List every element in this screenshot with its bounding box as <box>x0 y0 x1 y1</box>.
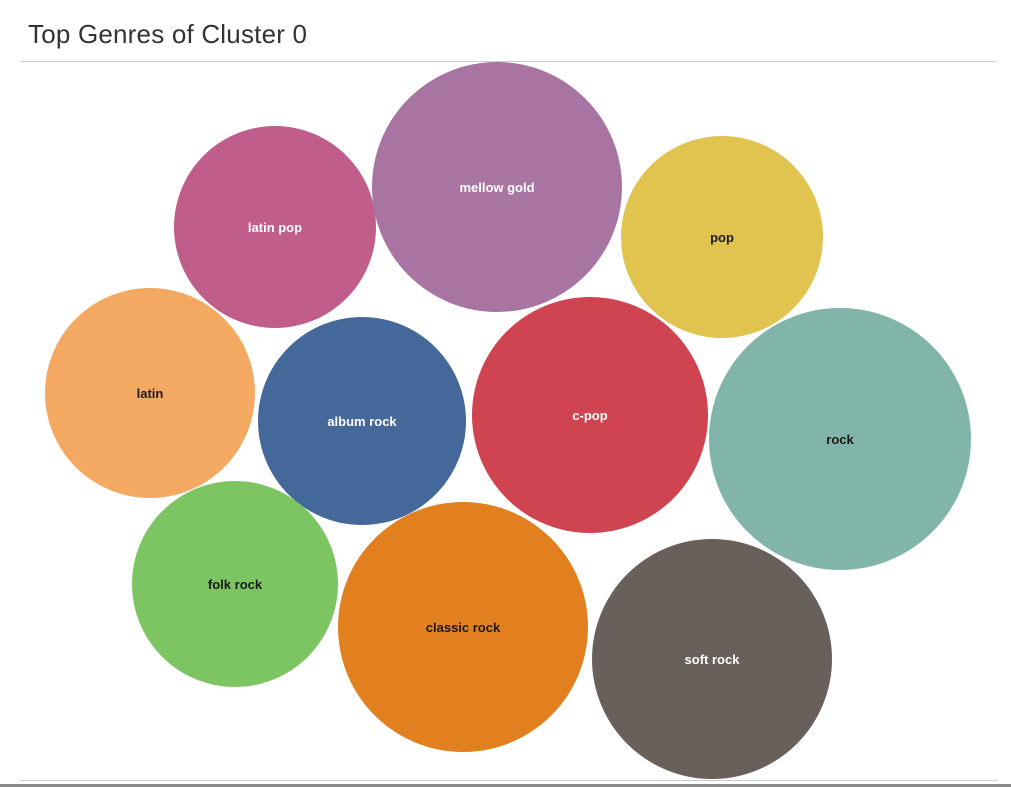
title-divider <box>21 61 997 62</box>
bottom-border <box>0 784 1011 787</box>
bubble-label: c-pop <box>572 407 608 423</box>
bubble-latin[interactable]: latin <box>45 288 255 498</box>
bubble-classic-rock[interactable]: classic rock <box>338 502 588 752</box>
bubble-latin-pop[interactable]: latin pop <box>174 126 376 328</box>
chart-title: Top Genres of Cluster 0 <box>28 19 308 49</box>
bubble-folk-rock[interactable]: folk rock <box>132 481 338 687</box>
bubble-label: rock <box>826 431 854 447</box>
bubble-soft-rock[interactable]: soft rock <box>592 539 832 779</box>
bubble-label: folk rock <box>207 576 263 592</box>
bubble-label: latin <box>136 385 164 401</box>
bubble-label: classic rock <box>425 619 501 635</box>
bottom-divider <box>21 780 998 781</box>
bubble-pop[interactable]: pop <box>621 136 823 338</box>
bubble-label: latin pop <box>247 219 303 235</box>
bubble-rock[interactable]: rock <box>709 308 971 570</box>
bubble-album-rock[interactable]: album rock <box>258 317 466 525</box>
bubble-c-pop[interactable]: c-pop <box>472 297 708 533</box>
bubble-mellow-gold[interactable]: mellow gold <box>372 62 622 312</box>
bubble-label: soft rock <box>684 651 740 667</box>
bubble-label: album rock <box>327 413 397 429</box>
bubble-label: pop <box>710 229 734 245</box>
bubble-label: mellow gold <box>459 179 535 195</box>
